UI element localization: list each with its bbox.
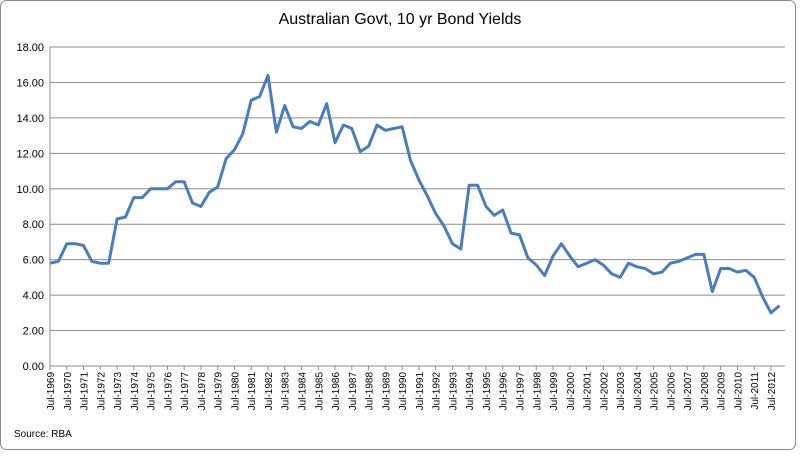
x-tick-label: Jul-1995	[482, 372, 493, 411]
x-tick-label: Jul-1985	[314, 372, 325, 411]
x-tick-label: Jul-1976	[163, 372, 174, 411]
x-tick-label: Jul-1971	[80, 372, 91, 411]
x-tick-label: Jul-1974	[130, 372, 141, 411]
source-note: Source: RBA	[14, 429, 72, 440]
x-tick-label: Jul-2011	[750, 372, 761, 410]
x-tick-label: Jul-1994	[465, 372, 476, 411]
x-tick-label: Jul-1975	[147, 372, 158, 411]
x-tick-label: Jul-2002	[599, 372, 610, 411]
y-tick-label: 2.00	[23, 326, 44, 338]
chart-title: Australian Govt, 10 yr Bond Yields	[279, 11, 522, 28]
y-tick-label: 4.00	[23, 290, 44, 302]
y-tick-label: 0.00	[23, 361, 44, 373]
x-tick-label: Jul-2007	[683, 372, 694, 411]
x-tick-label: Jul-1984	[298, 372, 309, 411]
x-tick-label: Jul-1987	[348, 372, 359, 411]
x-tick-label: Jul-1969	[46, 372, 57, 411]
y-tick-label: 16.00	[16, 77, 44, 89]
x-tick-label: Jul-1993	[448, 372, 459, 411]
x-tick-label: Jul-2005	[650, 372, 661, 411]
y-tick-label: 18.00	[16, 42, 44, 54]
x-tick-label: Jul-1983	[281, 372, 292, 411]
x-tick-label: Jul-2003	[616, 372, 627, 411]
x-tick-label: Jul-2009	[717, 372, 728, 411]
x-tick-label: Jul-2012	[767, 372, 778, 411]
y-tick-label: 10.00	[16, 184, 44, 196]
x-tick-label: Jul-1997	[515, 372, 526, 411]
x-tick-label: Jul-2010	[733, 372, 744, 411]
x-tick-label: Jul-1978	[197, 372, 208, 411]
x-tick-label: Jul-1973	[113, 372, 124, 411]
x-tick-label: Jul-1980	[230, 372, 241, 411]
y-tick-label: 14.00	[16, 113, 44, 125]
x-tick-label: Jul-1981	[247, 372, 258, 411]
x-tick-label: Jul-1989	[381, 372, 392, 411]
x-tick-label: Jul-2000	[566, 372, 577, 411]
x-tick-label: Jul-1996	[499, 372, 510, 411]
x-tick-label: Jul-2008	[700, 372, 711, 411]
x-tick-label: Jul-1992	[432, 372, 443, 411]
x-tick-label: Jul-1986	[331, 372, 342, 411]
x-tick-label: Jul-1970	[63, 372, 74, 411]
x-tick-label: Jul-2004	[633, 372, 644, 411]
data-line	[49, 73, 781, 315]
x-tick-label: Jul-1988	[365, 372, 376, 411]
chart-frame	[0, 0, 796, 450]
x-tick-label: Jul-1991	[415, 372, 426, 411]
x-tick-label: Jul-1979	[214, 372, 225, 411]
x-tick-label: Jul-1982	[264, 372, 275, 411]
x-tick-label: Jul-1998	[532, 372, 543, 411]
y-tick-label: 8.00	[23, 219, 44, 231]
x-tick-label: Jul-1999	[549, 372, 560, 411]
y-tick-label: 6.00	[23, 255, 44, 267]
x-tick-label: Jul-2001	[583, 372, 594, 411]
x-tick-label: Jul-2006	[666, 372, 677, 411]
x-tick-label: Jul-1990	[398, 372, 409, 411]
y-tick-label: 12.00	[16, 148, 44, 160]
x-tick-label: Jul-1972	[96, 372, 107, 411]
x-tick-label: Jul-1977	[180, 372, 191, 411]
